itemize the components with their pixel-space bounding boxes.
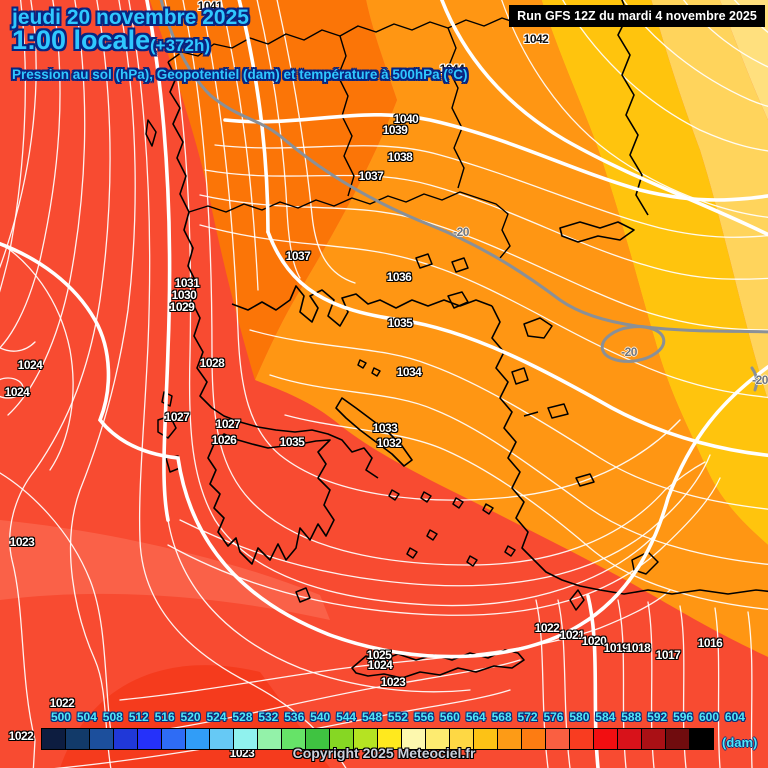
scale-tick: 576 bbox=[543, 710, 564, 724]
isotherm-lines bbox=[159, 0, 768, 392]
scale-swatch bbox=[426, 729, 450, 749]
scale-tick: 532 bbox=[258, 710, 279, 724]
scale-tick: 600 bbox=[698, 710, 720, 724]
scale-tick: 544 bbox=[336, 710, 357, 724]
islands bbox=[145, 119, 659, 611]
run-info-box: Run GFS 12Z du mardi 4 novembre 2025 bbox=[509, 5, 765, 27]
scale-swatch bbox=[522, 729, 546, 749]
scale-tick: 528 bbox=[232, 710, 253, 724]
scale-tick: 584 bbox=[595, 710, 616, 724]
scale-swatch bbox=[450, 729, 474, 749]
scale-swatch bbox=[474, 729, 498, 749]
scale-swatch bbox=[234, 729, 258, 749]
scale-tick: 516 bbox=[154, 710, 175, 724]
forecast-hour-offset: (+372h) bbox=[150, 36, 210, 55]
scale-swatch bbox=[354, 729, 378, 749]
scale-swatch bbox=[642, 729, 666, 749]
scale-swatch bbox=[546, 729, 570, 749]
scale-tick: 548 bbox=[362, 710, 383, 724]
scale-tick: 524 bbox=[206, 710, 227, 724]
scale-tick: 552 bbox=[387, 710, 408, 724]
scale-swatch bbox=[570, 729, 594, 749]
scale-swatch bbox=[258, 729, 282, 749]
scale-swatch bbox=[618, 729, 642, 749]
copyright-text: Copyright 2025 Meteociel.fr bbox=[292, 745, 476, 761]
scale-swatch bbox=[210, 729, 234, 749]
scale-swatch bbox=[90, 729, 114, 749]
map-subtitle: Pression au sol (hPa), Geopotentiel (dam… bbox=[12, 67, 468, 82]
scale-swatch bbox=[594, 729, 618, 749]
scale-tick: 604 bbox=[724, 710, 745, 724]
zone-salmon bbox=[0, 520, 330, 620]
color-scale-bar bbox=[41, 728, 714, 750]
scale-tick: 564 bbox=[465, 710, 486, 724]
scale-tick: 556 bbox=[413, 710, 434, 724]
scale-swatch bbox=[162, 729, 186, 749]
scale-swatch bbox=[306, 729, 330, 749]
forecast-time: 1:00 locale bbox=[12, 25, 151, 55]
scale-tick: 568 bbox=[491, 710, 512, 724]
scale-swatch bbox=[138, 729, 162, 749]
scale-swatch bbox=[186, 729, 210, 749]
scale-tick: 592 bbox=[647, 710, 668, 724]
scale-unit-label: (dam) bbox=[722, 735, 758, 750]
scale-swatch bbox=[498, 729, 522, 749]
scale-tick: 508 bbox=[102, 710, 123, 724]
scale-swatch bbox=[282, 729, 306, 749]
scale-tick: 520 bbox=[180, 710, 201, 724]
scale-tick: 596 bbox=[673, 710, 694, 724]
forecast-date: jeudi 20 novembre 2025 bbox=[12, 6, 249, 29]
scale-swatch bbox=[378, 729, 402, 749]
zone-amber bbox=[541, 0, 768, 545]
scale-swatch bbox=[42, 729, 66, 749]
scale-swatch bbox=[402, 729, 426, 749]
scale-swatch bbox=[666, 729, 690, 749]
scale-tick: 536 bbox=[284, 710, 305, 724]
scale-tick: 504 bbox=[76, 710, 97, 724]
scale-tick: 500 bbox=[50, 710, 71, 724]
scale-tick: 572 bbox=[517, 710, 538, 724]
scale-tick: 560 bbox=[439, 710, 460, 724]
scale-tick: 580 bbox=[569, 710, 590, 724]
scale-tick-row: 500 504 508 512 516 520 524 528 532 536 540 544 548 5… bbox=[48, 711, 748, 723]
run-info-text: Run GFS 12Z du mardi 4 novembre 2025 bbox=[517, 9, 757, 23]
scale-tick: 588 bbox=[621, 710, 642, 724]
zone-pale bbox=[719, 0, 768, 120]
scale-swatch bbox=[690, 729, 713, 749]
scale-tick: 512 bbox=[128, 710, 149, 724]
scale-swatch bbox=[330, 729, 354, 749]
scale-swatch bbox=[66, 729, 90, 749]
zone-gold bbox=[651, 0, 768, 400]
zone-orange bbox=[255, 0, 768, 657]
scale-swatch bbox=[114, 729, 138, 749]
scale-tick: 540 bbox=[310, 710, 331, 724]
